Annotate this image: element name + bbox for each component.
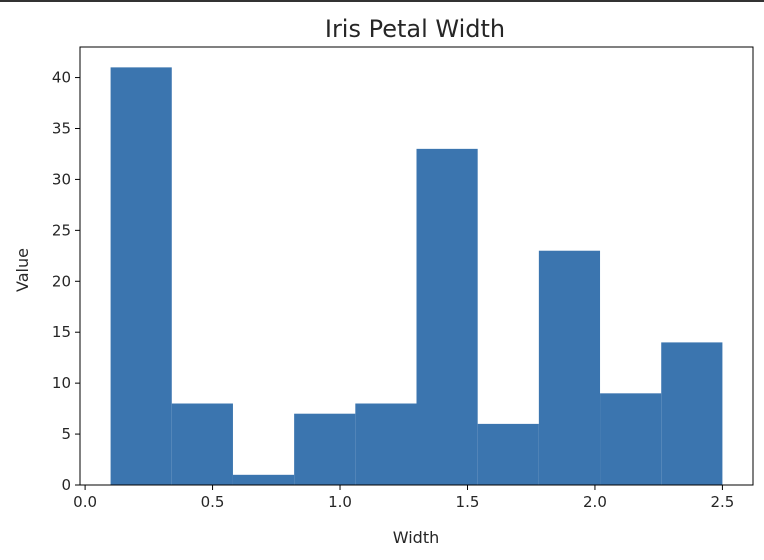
histogram-bar-2 <box>232 474 295 485</box>
histogram-bar-0 <box>110 67 172 486</box>
x-axis: 0.0 0.5 1.0 1.5 2.0 2.5 <box>73 485 734 511</box>
y-tick-label: 5 <box>61 425 71 443</box>
histogram-bar-3 <box>294 413 356 485</box>
x-tick-label: 1.0 <box>328 493 352 511</box>
y-axis: 0 5 10 15 20 25 30 35 40 <box>52 69 80 494</box>
x-tick-label: 0.5 <box>201 493 225 511</box>
y-axis-label: Value <box>13 248 32 292</box>
histogram-bar-9 <box>661 342 723 485</box>
histogram-bar-8 <box>600 393 662 485</box>
histogram-bar-4 <box>355 403 417 485</box>
chart-title: Iris Petal Width <box>325 15 505 43</box>
y-tick-label: 35 <box>52 119 71 137</box>
y-tick-label: 0 <box>61 476 71 494</box>
y-tick-label: 30 <box>52 170 71 188</box>
y-tick-label: 15 <box>52 323 71 341</box>
x-tick-label: 2.5 <box>710 493 734 511</box>
plot-frame <box>79 46 754 486</box>
bars-group <box>110 67 723 486</box>
y-tick-label: 25 <box>52 221 71 239</box>
x-tick-label: 0.0 <box>73 493 97 511</box>
histogram-bar-6 <box>477 423 539 485</box>
window-top-border <box>0 0 764 2</box>
histogram-bar-7 <box>538 250 601 485</box>
histogram-bar-5 <box>416 148 478 486</box>
y-tick-label: 40 <box>52 69 71 87</box>
x-tick-label: 1.5 <box>456 493 480 511</box>
histogram-bar-1 <box>171 403 233 485</box>
x-axis-label: Width <box>393 528 439 547</box>
y-tick-label: 10 <box>52 374 71 392</box>
y-tick-label: 20 <box>52 272 71 290</box>
x-tick-label: 2.0 <box>583 493 607 511</box>
